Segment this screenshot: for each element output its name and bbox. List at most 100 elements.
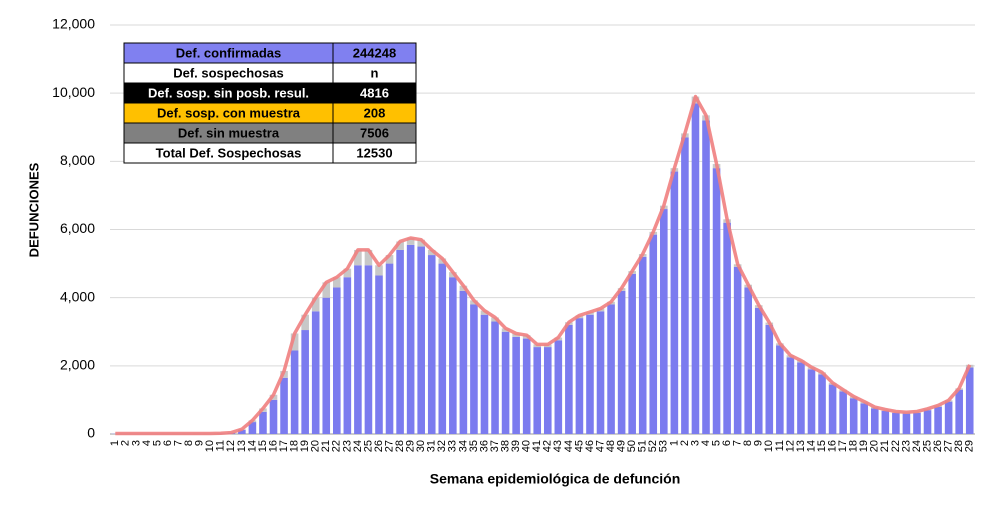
table-label: Def. sin muestra: [178, 125, 280, 140]
bar-segment: [522, 338, 531, 434]
bar-segment: [385, 255, 394, 264]
bar-segment: [417, 239, 425, 247]
bar-segment: [343, 277, 352, 434]
bar-segment: [744, 287, 752, 434]
x-tick-label: 42: [542, 440, 554, 452]
x-tick-label: 29: [405, 440, 417, 452]
x-axis-label: Semana epidemiológica de defunción: [430, 471, 681, 487]
x-tick-label: 15: [816, 440, 828, 452]
total-line: [115, 94, 972, 436]
bar-segment: [427, 255, 436, 434]
x-tick-label: 43: [552, 440, 564, 452]
bar-segment: [333, 277, 341, 288]
x-tick-label: 7: [172, 440, 184, 446]
x-tick-label: 16: [267, 440, 279, 452]
bar-segment: [828, 384, 837, 434]
x-tick-label: 44: [563, 440, 575, 452]
x-tick-label: 24: [352, 440, 364, 452]
x-tick-label: 21: [320, 440, 332, 452]
bar-segment: [417, 246, 425, 434]
bar-segment: [259, 411, 267, 434]
bar-segment: [670, 171, 679, 434]
x-tick-label: 17: [837, 440, 849, 452]
x-tick-label: 1: [668, 440, 680, 446]
x-tick-label: 41: [531, 440, 543, 452]
x-tick-label: 1: [109, 440, 121, 446]
x-tick-label: 31: [426, 440, 438, 452]
x-tick-label: 8: [742, 440, 754, 446]
bar-segment: [311, 311, 320, 434]
x-tick-label: 32: [436, 440, 448, 452]
bar-segment: [322, 282, 331, 298]
table-label: Def. sosp. con muestra: [157, 105, 301, 120]
bar-segment: [385, 263, 394, 434]
bar-segment: [554, 340, 563, 434]
x-tick-label: 9: [194, 440, 206, 446]
bar-segment: [343, 268, 352, 278]
bar-segment: [248, 422, 257, 434]
table-value: n: [371, 65, 379, 80]
bar-segment: [881, 410, 890, 434]
x-tick-label: 12: [784, 440, 796, 452]
bar-segment: [280, 377, 288, 434]
x-tick-label: 25: [921, 440, 933, 452]
x-tick-label: 33: [447, 440, 459, 452]
bar-segment: [459, 290, 468, 434]
bar-segment: [818, 374, 826, 434]
x-tick-label: 36: [478, 440, 490, 452]
x-tick-label: 15: [257, 440, 269, 452]
x-tick-label: 4: [141, 440, 153, 446]
x-tick-label: 49: [616, 440, 628, 452]
bar-segment: [238, 429, 246, 434]
x-tick-label: 52: [647, 440, 659, 452]
x-tick-label: 21: [879, 440, 891, 452]
table-label: Total Def. Sospechosas: [156, 145, 302, 160]
bar-segment: [586, 314, 594, 434]
x-tick-label: 26: [373, 440, 385, 452]
x-tick-label: 6: [721, 440, 733, 446]
x-tick-label: 23: [900, 440, 912, 452]
x-tick-label: 23: [341, 440, 353, 452]
x-tick-label: 3: [689, 440, 701, 446]
bar-segment: [565, 324, 573, 434]
bar-segment: [702, 120, 710, 434]
table-value: 12530: [356, 145, 392, 160]
bar-segment: [607, 304, 615, 434]
y-tick-label: 6,000: [60, 220, 95, 236]
x-tick-label: 27: [943, 440, 955, 452]
table-value: 244248: [353, 45, 396, 60]
bar-segment: [839, 391, 847, 434]
bar-segment: [902, 413, 911, 434]
bar-segment: [754, 307, 763, 434]
bar-segment: [290, 333, 299, 351]
bar-segment: [333, 287, 341, 434]
bar-segment: [712, 168, 721, 434]
x-tick-label: 17: [278, 440, 290, 452]
x-tick-label: 46: [584, 440, 596, 452]
bar-segment: [923, 410, 932, 434]
y-tick-label: 8,000: [60, 152, 95, 168]
x-tick-label: 11: [215, 440, 227, 451]
bar-segment: [301, 314, 309, 331]
bar-segment: [406, 244, 415, 434]
x-tick-label: 28: [953, 440, 965, 452]
x-tick-label: 20: [869, 440, 881, 452]
x-tick-label: 4: [700, 440, 712, 446]
bar-segment: [649, 234, 658, 434]
x-tick-label: 12: [225, 440, 237, 452]
table-value: 7506: [360, 125, 389, 140]
bar-segment: [797, 362, 805, 434]
x-tick-label: 27: [383, 440, 395, 452]
bar-segment: [427, 249, 436, 256]
x-tick-label: 18: [289, 440, 301, 452]
bar-segment: [913, 412, 921, 434]
x-tick-label: 30: [415, 440, 427, 452]
bar-segment: [364, 249, 373, 266]
x-tick-label: 19: [858, 440, 870, 452]
x-tick-label: 24: [911, 440, 923, 452]
bar-segment: [406, 238, 415, 245]
bar-segment: [396, 241, 404, 250]
bar-segment: [322, 297, 331, 434]
x-tick-label: 48: [605, 440, 617, 452]
